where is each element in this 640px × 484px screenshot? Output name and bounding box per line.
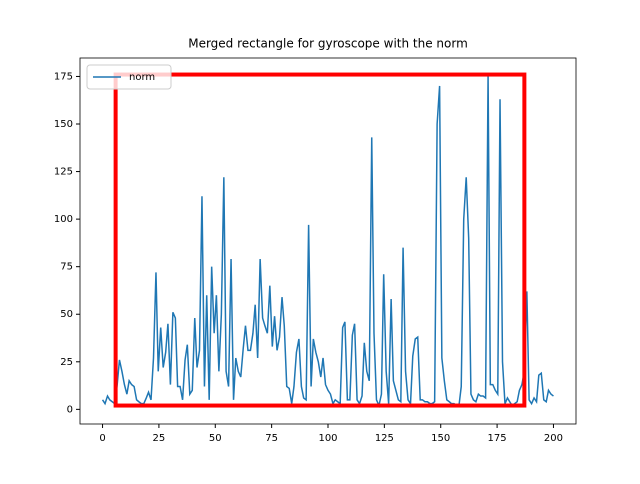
y-tick-label: 125 [54, 167, 73, 178]
x-tick-label: 25 [153, 433, 166, 444]
y-tick-label: 25 [60, 357, 73, 368]
y-tick-label: 175 [54, 71, 73, 82]
x-tick-label: 75 [265, 433, 278, 444]
chart-title: Merged rectangle for gyroscope with the … [188, 37, 468, 51]
x-tick-label: 100 [318, 433, 337, 444]
data-line [101, 74, 554, 408]
plot-frame [79, 57, 577, 425]
x-tick-label: 150 [431, 433, 450, 444]
y-tick-label: 150 [54, 119, 73, 130]
x-tick-label: 125 [375, 433, 394, 444]
y-tick-label: 0 [67, 404, 73, 415]
highlight-rectangle [113, 72, 527, 408]
y-tick-label: 50 [60, 309, 73, 320]
x-tick-label: 50 [209, 433, 222, 444]
x-tick-label: 0 [99, 433, 105, 444]
legend-box [86, 64, 172, 90]
x-tick-label: 200 [544, 433, 563, 444]
x-tick-label: 175 [488, 433, 507, 444]
legend-label: norm [129, 72, 155, 83]
y-tick-label: 75 [60, 262, 73, 273]
y-tick-label: 100 [54, 214, 73, 225]
